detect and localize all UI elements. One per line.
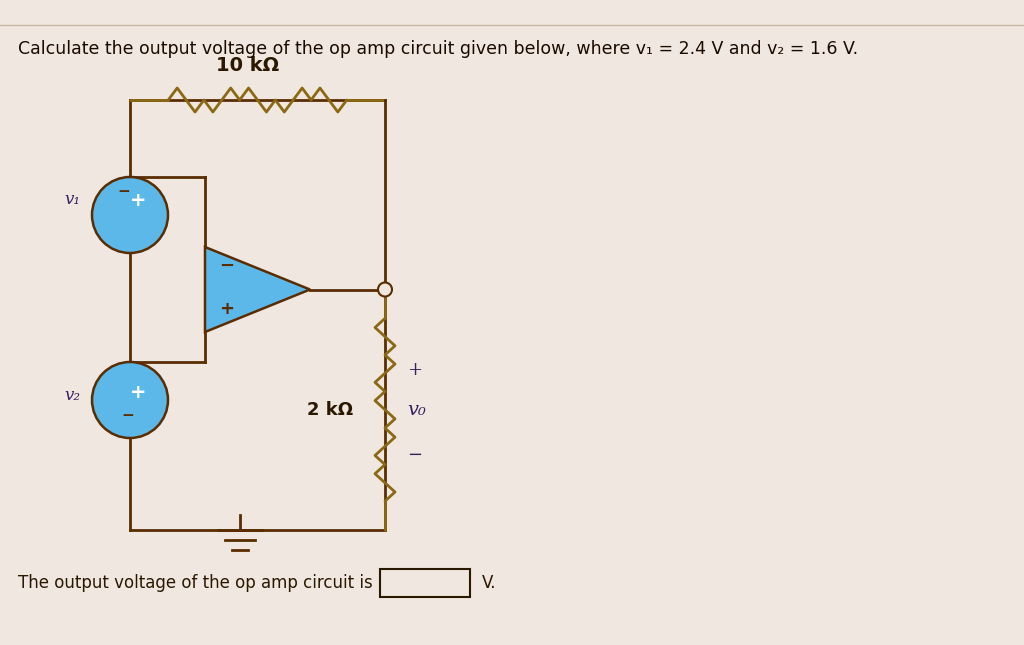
Text: −: −	[407, 446, 422, 464]
Text: Calculate the output voltage of the op amp circuit given below, where v₁ = 2.4 V: Calculate the output voltage of the op a…	[18, 40, 858, 58]
Text: The output voltage of the op amp circuit is: The output voltage of the op amp circuit…	[18, 574, 373, 592]
Text: 2 kΩ: 2 kΩ	[307, 401, 353, 419]
Text: +: +	[407, 361, 422, 379]
Text: +: +	[130, 192, 146, 210]
Text: v₂: v₂	[63, 386, 80, 404]
Text: −: −	[122, 408, 134, 424]
Text: v₁: v₁	[63, 192, 80, 208]
Circle shape	[92, 177, 168, 253]
Polygon shape	[205, 247, 310, 332]
Text: v₀: v₀	[407, 401, 426, 419]
Text: V.: V.	[482, 574, 497, 592]
Circle shape	[92, 362, 168, 438]
Text: −: −	[219, 257, 234, 275]
Circle shape	[378, 283, 392, 297]
Bar	[380, 569, 470, 597]
Text: 10 kΩ: 10 kΩ	[216, 56, 280, 75]
Text: +: +	[219, 300, 234, 318]
Text: −: −	[118, 183, 130, 199]
Text: +: +	[130, 382, 146, 401]
